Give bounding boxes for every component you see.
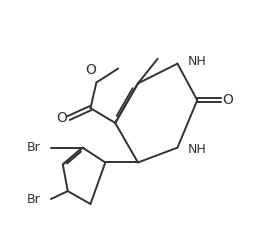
Text: NH: NH xyxy=(187,143,206,156)
Text: Br: Br xyxy=(26,141,40,154)
Text: NH: NH xyxy=(187,55,206,68)
Text: O: O xyxy=(56,111,67,125)
Text: Br: Br xyxy=(26,193,40,206)
Text: O: O xyxy=(223,93,233,107)
Text: O: O xyxy=(85,63,96,77)
